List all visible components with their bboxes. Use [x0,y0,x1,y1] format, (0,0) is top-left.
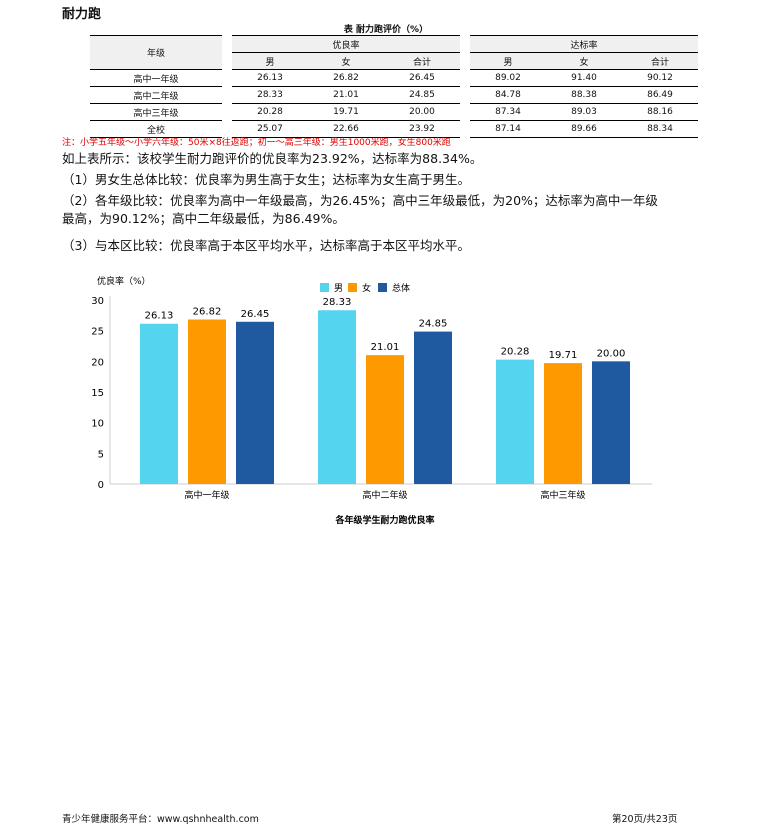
table-row: 高中一年级 26.13 26.82 26.45 89.02 91.40 90.12 [90,69,698,87]
chart-title: 各年级学生耐力跑优良率 [334,514,434,526]
sub-header: 男 [232,52,308,70]
legend-swatch [348,283,357,292]
y-tick-label: 25 [91,327,104,338]
y-tick-label: 0 [98,480,104,491]
bar [366,355,404,484]
value-cell: 86.49 [622,86,698,104]
value-cell: 88.34 [622,120,698,138]
value-cell: 26.45 [384,69,460,87]
legend-swatch [378,283,387,292]
bar [188,319,226,484]
sub-header: 女 [308,52,384,70]
value-cell: 26.13 [232,69,308,87]
value-cell: 20.00 [384,103,460,121]
data-label: 24.85 [419,319,448,330]
x-tick-label: 高中三年级 [540,489,585,501]
endurance-table: 年级 优良率 达标率 男 女 合计 男 女 合计 高中一年级 26.13 26.82… [90,35,698,138]
value-cell: 22.66 [308,120,384,138]
value-cell: 84.78 [470,86,546,104]
grade-header: 年级 [90,35,222,70]
table-row: 高中二年级 28.33 21.01 24.85 84.78 88.38 86.49 [90,86,698,104]
page-number: 第20页/共23页 [612,814,678,825]
value-cell: 19.71 [308,103,384,121]
data-label: 26.13 [145,311,174,322]
bar [414,331,452,484]
grade-cell: 高中一年级 [90,69,222,87]
bar [140,323,178,484]
bar [544,363,582,484]
table-row: 全校 25.07 22.66 23.92 87.14 89.66 88.34 [90,120,698,138]
bar [496,359,534,484]
data-label: 26.82 [193,307,222,318]
y-tick-label: 30 [91,296,104,307]
data-label: 28.33 [323,297,352,308]
value-cell: 24.85 [384,86,460,104]
grade-cell: 高中二年级 [90,86,222,104]
section-title: 耐力跑 [62,7,102,22]
data-label: 20.00 [597,348,626,359]
data-label: 26.45 [241,309,270,320]
data-label: 20.28 [501,347,530,358]
legend-label: 女 [362,282,371,294]
table-row: 高中三年级 20.28 19.71 20.00 87.34 89.03 88.16 [90,103,698,121]
grade-cell: 高中三年级 [90,103,222,121]
group-header-excellent: 优良率 [232,35,460,53]
legend-label: 男 [334,283,343,294]
value-cell: 23.92 [384,120,460,138]
y-tick-label: 10 [91,419,104,430]
table-caption: 表 耐力跑评价（%） [343,25,429,35]
value-cell: 21.01 [308,86,384,104]
value-cell: 25.07 [232,120,308,138]
value-cell: 89.66 [546,120,622,138]
x-tick-label: 高中一年级 [184,489,229,501]
value-cell: 90.12 [622,69,698,87]
value-cell: 89.03 [546,103,622,121]
value-cell: 20.28 [232,103,308,121]
y-axis-title: 优良率（%） [97,275,151,287]
bar [318,310,356,484]
value-cell: 87.34 [470,103,546,121]
summary-paragraph: 如上表所示：该校学生耐力跑评价的优良率为23.92%，达标率为88.34%。 [62,151,483,166]
value-cell: 88.38 [546,86,622,104]
grade-cell: 全校 [90,120,222,138]
district-comparison: （3）与本区比较：优良率高于本区平均水平，达标率高于本区平均水平。 [62,238,470,253]
legend-label: 总体 [392,282,410,294]
footer-site: 青少年健康服务平台：www.qshnhealth.com [62,814,259,825]
data-label: 21.01 [371,342,400,353]
value-cell: 89.02 [470,69,546,87]
data-label: 19.71 [549,350,578,361]
table-note: 注：小学五年级～小学六年级：50米×8往返跑；初一～高三年级：男生1000米跑，… [62,138,451,148]
y-tick-label: 5 [98,449,104,460]
value-cell: 88.16 [622,103,698,121]
sub-header: 合计 [384,52,460,70]
x-tick-label: 高中二年级 [362,489,407,501]
y-tick-label: 15 [91,388,104,399]
bar [592,361,630,484]
y-tick-label: 20 [91,357,104,368]
bar [236,321,274,484]
value-cell: 28.33 [232,86,308,104]
sub-header: 女 [546,52,622,70]
value-cell: 87.14 [470,120,546,138]
bar-chart: 优良率（%） 0 5 10 15 20 25 30 男 女 总体 26.13 26.82 26.45 高中一… [91,275,652,526]
sub-header: 合计 [622,52,698,70]
group-header-pass: 达标率 [470,35,698,53]
sub-header: 男 [470,52,546,70]
grade-comparison: （2）各年级比较：优良率为高中一年级最高，为26.45%；高中三年级最低，为20… [62,193,658,226]
value-cell: 91.40 [546,69,622,87]
legend-swatch [320,283,329,292]
value-cell: 26.82 [308,69,384,87]
gender-comparison: （1）男女生总体比较：优良率为男生高于女生；达标率为女生高于男生。 [62,172,470,187]
